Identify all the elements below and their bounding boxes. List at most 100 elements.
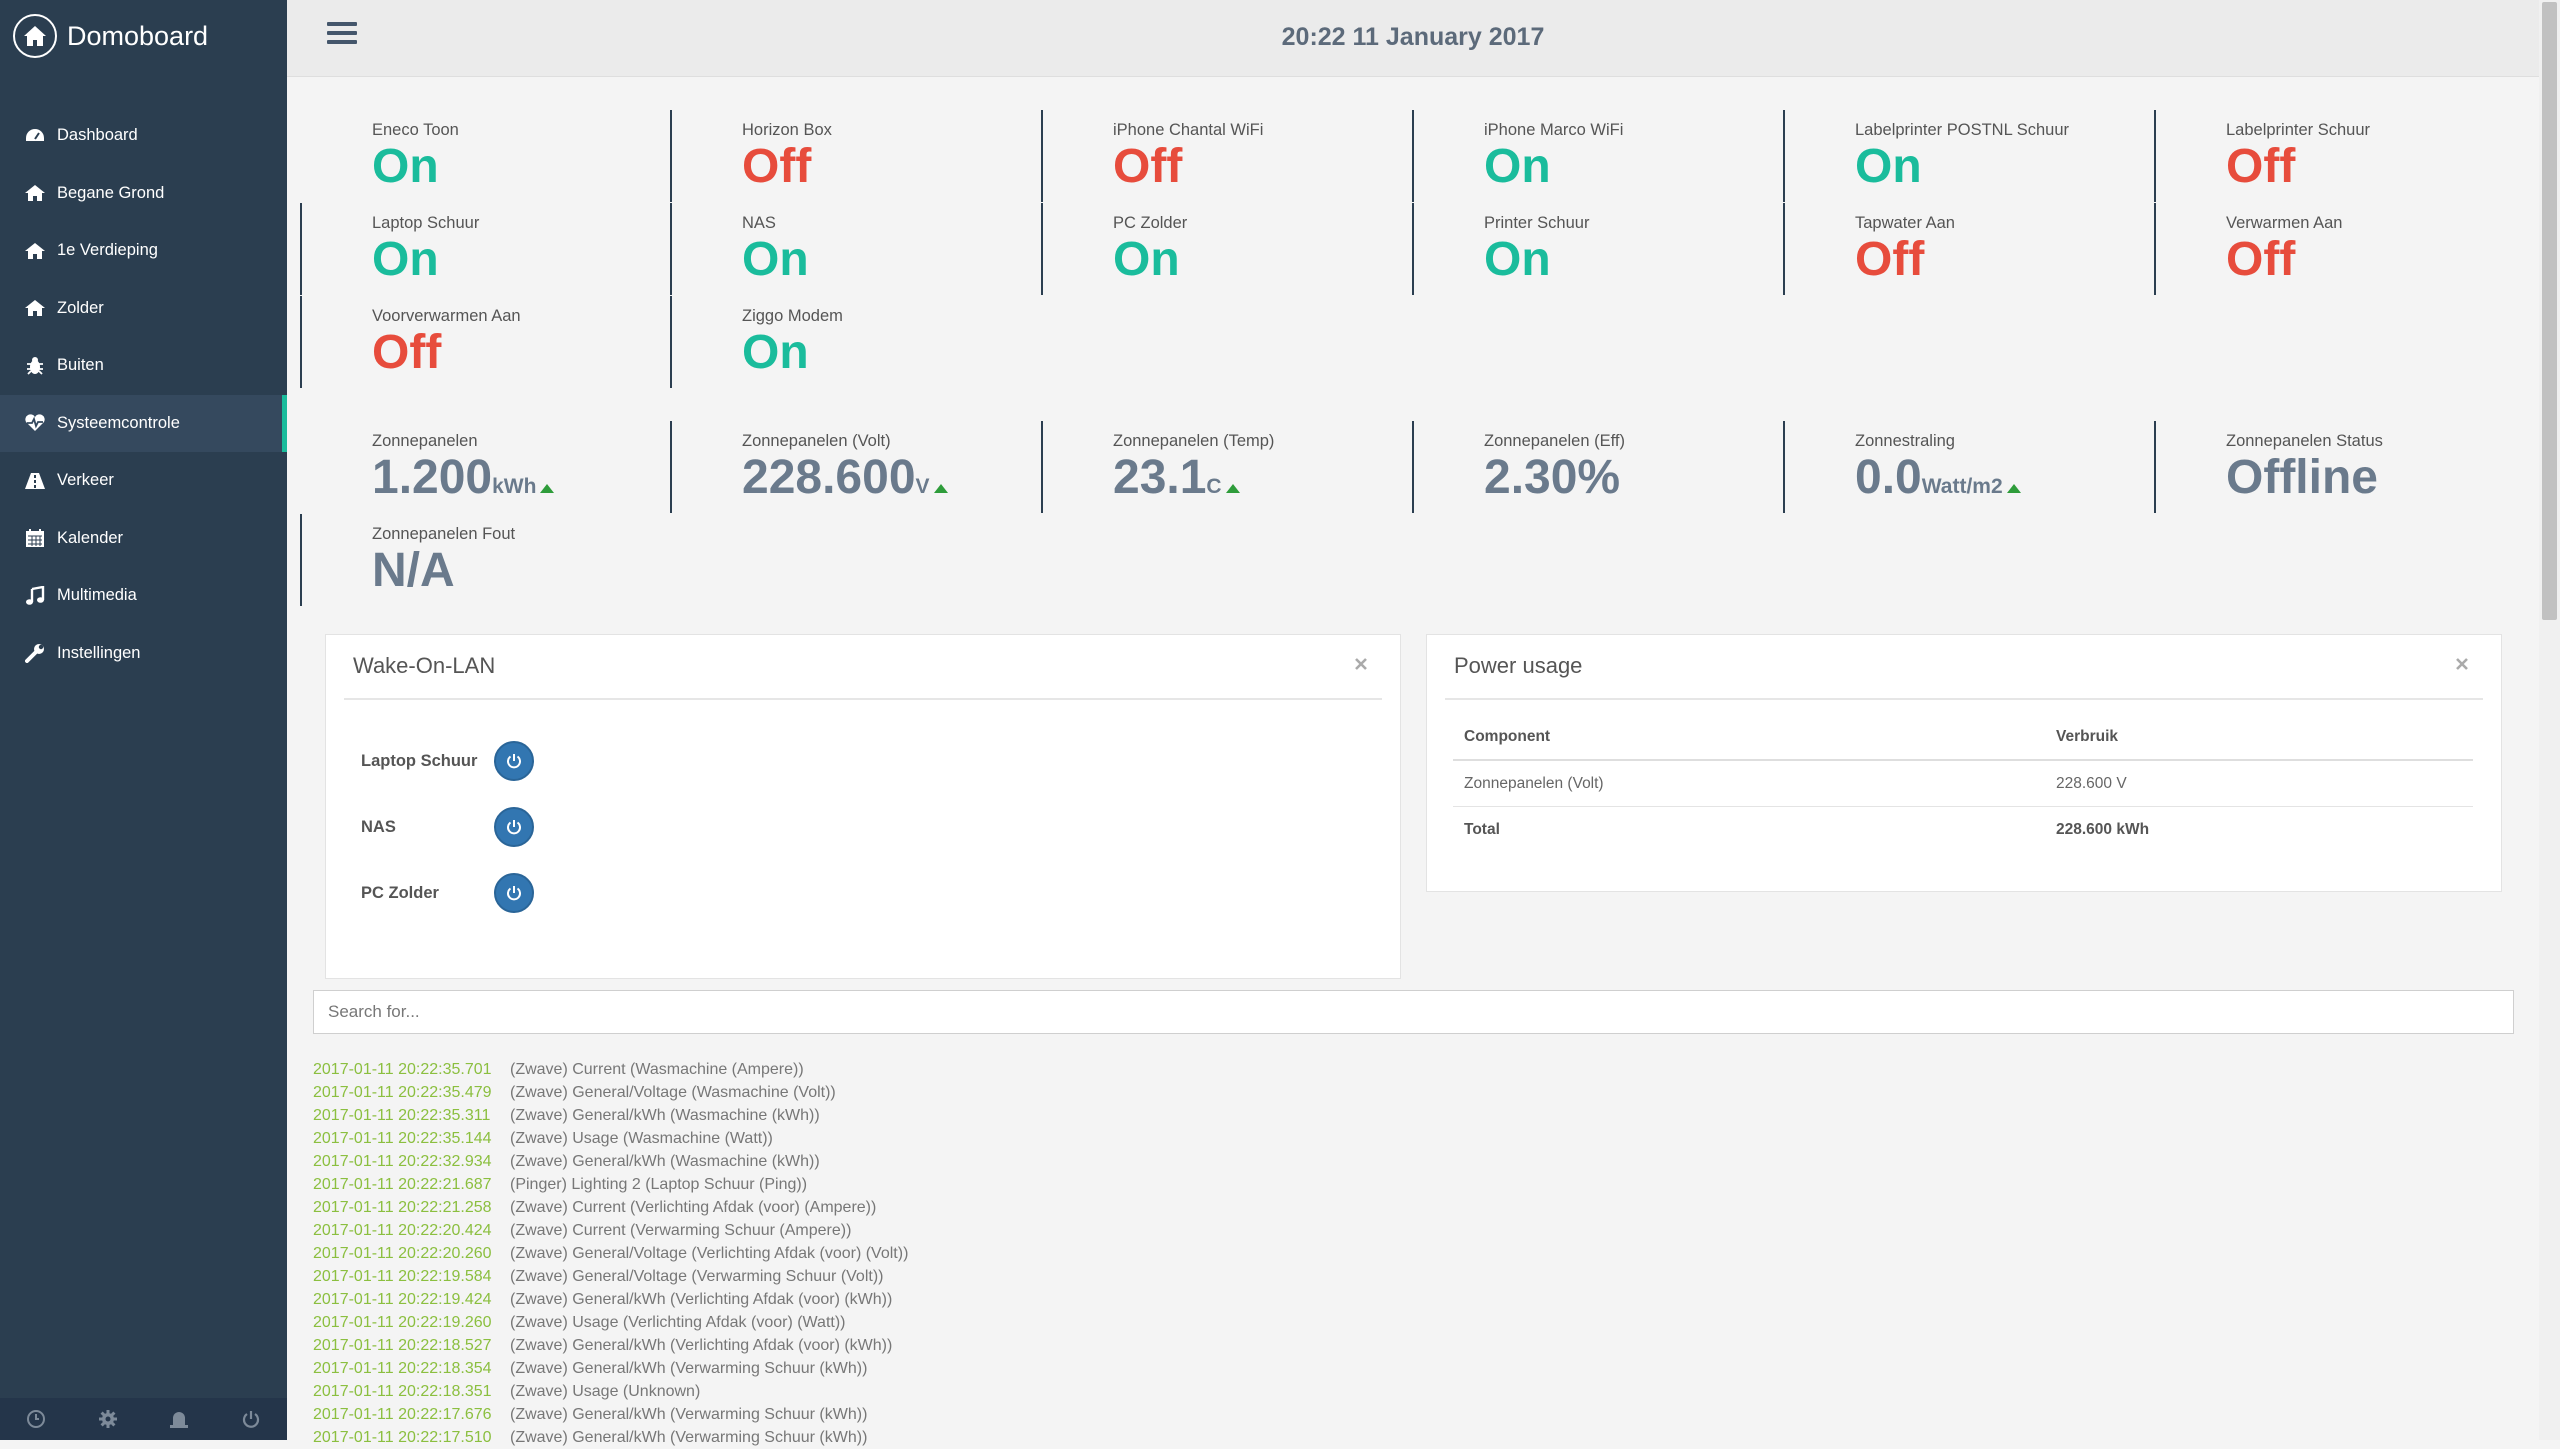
switch-tile[interactable]: Verwarmen Aan Off <box>2154 203 2342 295</box>
switch-tile[interactable]: Horizon Box Off <box>670 110 832 202</box>
switch-label: Laptop Schuur <box>372 214 480 232</box>
sensor-value: N/A <box>372 544 455 597</box>
sensor-label: Zonnepanelen <box>372 432 478 450</box>
log-entry: 2017-01-11 20:22:18.351 (Zwave) Usage (Un… <box>313 1380 2513 1403</box>
wake-button[interactable] <box>494 741 534 781</box>
sensor-tile: Zonnepanelen 1.200kWh <box>300 421 555 513</box>
sensor-tile: Zonnepanelen Status Offline <box>2154 421 2383 513</box>
switch-tile[interactable]: PC Zolder On <box>1041 203 1187 295</box>
log-entry: 2017-01-11 20:22:32.934 (Zwave) General/k… <box>313 1150 2513 1173</box>
sidebar-item-kalender[interactable]: Kalender <box>0 510 287 568</box>
log-entry: 2017-01-11 20:22:17.510 (Zwave) General/k… <box>313 1426 2513 1449</box>
menu-toggle-icon[interactable] <box>327 22 357 48</box>
log-timestamp: 2017-01-11 20:22:18.354 <box>313 1360 492 1377</box>
wake-button[interactable] <box>494 807 534 847</box>
switch-status: On <box>372 233 439 286</box>
log-timestamp: 2017-01-11 20:22:32.934 <box>313 1153 492 1170</box>
switch-status: On <box>742 326 809 379</box>
wol-device-row: NAS <box>361 805 534 849</box>
switch-tile[interactable]: Printer Schuur On <box>1412 203 1589 295</box>
sensor-unit: V <box>915 475 930 498</box>
home-icon <box>13 14 57 58</box>
sensor-unit: Watt/m2 <box>1921 475 2003 498</box>
log-message: (Zwave) General/kWh (Wasmachine (kWh)) <box>510 1107 820 1124</box>
log-message: (Zwave) General/kWh (Verlichting Afdak (… <box>510 1337 893 1354</box>
log-entry: 2017-01-11 20:22:19.260 (Zwave) Usage (Ve… <box>313 1311 2513 1334</box>
switch-label: Eneco Toon <box>372 121 459 139</box>
switch-tile[interactable]: Tapwater Aan Off <box>1783 203 1955 295</box>
sensor-value-row: 228.600V <box>742 453 948 512</box>
power-icon[interactable] <box>236 1404 266 1434</box>
alert-icon[interactable] <box>164 1404 194 1434</box>
close-icon[interactable] <box>1350 653 1372 675</box>
sidebar-item-verkeer[interactable]: Verkeer <box>0 452 287 510</box>
sidebar-item-dashboard[interactable]: Dashboard <box>0 107 287 165</box>
home-icon <box>24 240 46 262</box>
switch-label: Horizon Box <box>742 121 832 139</box>
sidebar-item-label: Systeemcontrole <box>57 413 180 432</box>
scrollbar-thumb[interactable] <box>2542 2 2557 620</box>
log-message: (Pinger) Lighting 2 (Laptop Schuur (Ping… <box>510 1176 808 1193</box>
heartbeat-icon <box>24 412 46 434</box>
log-entry: 2017-01-11 20:22:18.527 (Zwave) General/k… <box>313 1334 2513 1357</box>
sidebar-item-systeemcontrole[interactable]: Systeemcontrole <box>0 394 287 452</box>
sensor-tile: Zonnepanelen (Volt) 228.600V <box>670 421 948 513</box>
road-icon <box>24 470 46 492</box>
switch-tile[interactable]: Laptop Schuur On <box>300 203 479 295</box>
sidebar-item-instellingen[interactable]: Instellingen <box>0 625 287 683</box>
log-entry: 2017-01-11 20:22:21.258 (Zwave) Current (… <box>313 1196 2513 1219</box>
switch-tile[interactable]: iPhone Marco WiFi On <box>1412 110 1623 202</box>
sensor-label: Zonnepanelen (Eff) <box>1484 432 1625 450</box>
switch-label: PC Zolder <box>1113 214 1188 232</box>
sensor-tile: Zonnestraling 0.0Watt/m2 <box>1783 421 2021 513</box>
log-search-input[interactable] <box>313 990 2514 1034</box>
close-icon[interactable] <box>2451 653 2473 675</box>
switch-tile[interactable]: iPhone Chantal WiFi Off <box>1041 110 1263 202</box>
switch-tile[interactable]: Eneco Toon On <box>300 110 459 202</box>
switch-tile[interactable]: NAS On <box>670 203 809 295</box>
total-label: Total <box>1464 820 1500 838</box>
switch-status: On <box>1113 233 1180 286</box>
sidebar-item-multimedia[interactable]: Multimedia <box>0 567 287 625</box>
trend-up-icon <box>933 484 948 493</box>
sensor-value: Offline <box>2226 451 2378 504</box>
switch-status: Off <box>372 326 442 379</box>
switch-tile[interactable]: Labelprinter Schuur Off <box>2154 110 2370 202</box>
clock-icon[interactable] <box>21 1404 51 1434</box>
wake-button[interactable] <box>494 873 534 913</box>
switch-tile[interactable]: Voorverwarmen Aan Off <box>300 296 521 388</box>
log-entry: 2017-01-11 20:22:18.354 (Zwave) General/k… <box>313 1357 2513 1380</box>
switch-status: Off <box>1855 233 1925 286</box>
log-entry: 2017-01-11 20:22:35.479 (Zwave) General/V… <box>313 1081 2513 1104</box>
log-list: 2017-01-11 20:22:35.701 (Zwave) Current (… <box>313 1058 2513 1449</box>
sidebar-item-label: Kalender <box>57 528 124 547</box>
calendar-icon <box>24 527 46 549</box>
switch-label: Voorverwarmen Aan <box>372 307 521 325</box>
sidebar: Domoboard Dashboard Begane Grond 1e Verd… <box>0 0 287 1440</box>
sensor-tile: Zonnepanelen (Eff) 2.30% <box>1412 421 1625 513</box>
log-timestamp: 2017-01-11 20:22:17.676 <box>313 1406 492 1423</box>
switch-status: On <box>1484 233 1551 286</box>
switch-label: Ziggo Modem <box>742 307 843 325</box>
trend-up-icon <box>540 484 555 493</box>
log-message: (Zwave) General/kWh (Verwarming Schuur (… <box>510 1360 868 1377</box>
music-icon <box>24 585 46 607</box>
trend-up-icon <box>2006 484 2021 493</box>
log-message: (Zwave) Usage (Verlichting Afdak (voor) … <box>510 1314 846 1331</box>
switch-tile[interactable]: Labelprinter POSTNL Schuur On <box>1783 110 2069 202</box>
sidebar-item-buiten[interactable]: Buiten <box>0 337 287 395</box>
log-timestamp: 2017-01-11 20:22:21.687 <box>313 1176 492 1193</box>
sidebar-item-label: Verkeer <box>57 471 114 490</box>
sensor-value-row: 23.1C <box>1113 453 1274 512</box>
gear-icon[interactable] <box>93 1404 123 1434</box>
log-timestamp: 2017-01-11 20:22:19.424 <box>313 1291 492 1308</box>
sidebar-item-zolder[interactable]: Zolder <box>0 280 287 338</box>
switch-tile[interactable]: Ziggo Modem On <box>670 296 843 388</box>
switch-label: Printer Schuur <box>1484 214 1590 232</box>
sidebar-item-begane-grond[interactable]: Begane Grond <box>0 165 287 223</box>
switch-label: Labelprinter Schuur <box>2226 121 2371 139</box>
sidebar-item-label: Buiten <box>57 356 104 375</box>
switch-status: On <box>1484 140 1551 193</box>
sidebar-item-1e-verdieping[interactable]: 1e Verdieping <box>0 222 287 280</box>
brand[interactable]: Domoboard <box>13 13 208 59</box>
